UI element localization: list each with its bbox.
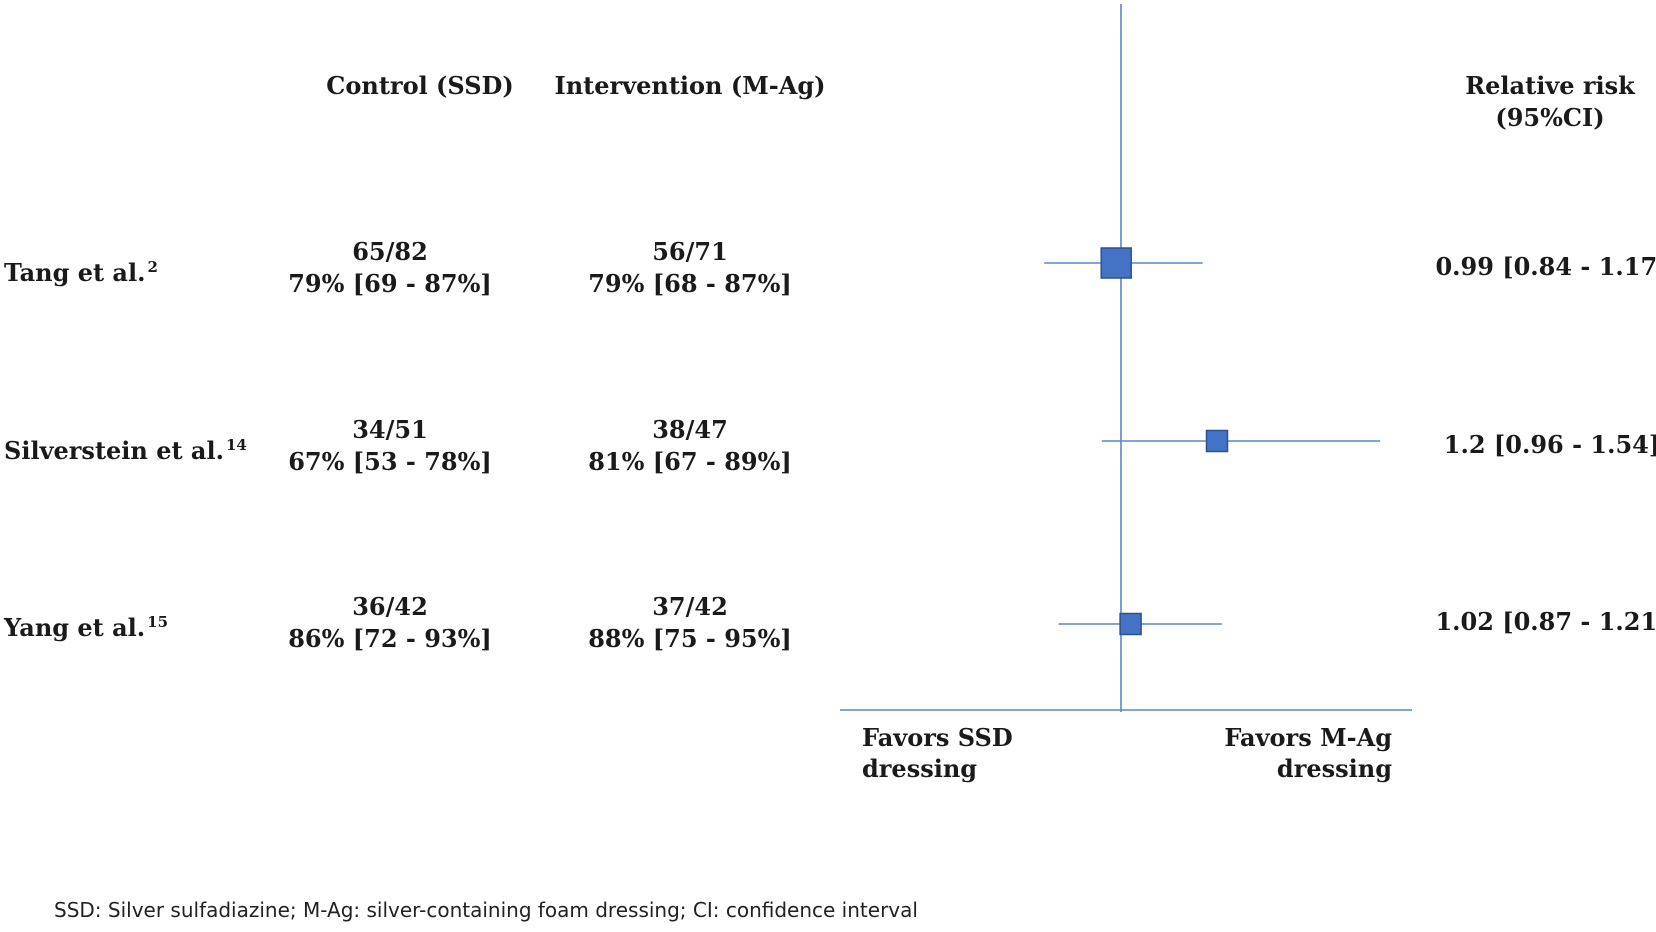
study-name: Tang et al. 2	[4, 258, 158, 287]
study-ref: 14	[225, 436, 247, 454]
control-percent: 79% [69 - 87%]	[288, 269, 492, 298]
point-estimate-marker	[1100, 247, 1132, 279]
intervention-cell: 38/47 81% [67 - 89%]	[540, 414, 840, 478]
intervention-cell: 56/71 79% [68 - 87%]	[540, 236, 840, 300]
study-ref: 15	[147, 613, 169, 631]
relative-risk-value: 1.2 [0.96 - 1.54]	[1443, 430, 1656, 459]
intervention-percent: 81% [67 - 89%]	[588, 447, 792, 476]
point-estimate-marker	[1205, 429, 1229, 453]
intervention-counts: 56/71	[652, 237, 728, 266]
control-cell: 34/51 67% [53 - 78%]	[240, 414, 540, 478]
intervention-percent: 79% [68 - 87%]	[588, 269, 792, 298]
control-percent: 86% [72 - 93%]	[288, 624, 492, 653]
control-percent: 67% [53 - 78%]	[288, 447, 492, 476]
control-cell: 36/42 86% [72 - 93%]	[240, 591, 540, 655]
header-intervention: Intervention (M-Ag)	[554, 71, 826, 100]
control-cell: 65/82 79% [69 - 87%]	[240, 236, 540, 300]
study-ref: 2	[147, 258, 158, 276]
control-counts: 36/42	[352, 592, 428, 621]
study-name: Silverstein et al. 14	[4, 436, 247, 465]
intervention-cell: 37/42 88% [75 - 95%]	[540, 591, 840, 655]
header-control: Control (SSD)	[326, 71, 514, 100]
favors-right-label: Favors M-Ag dressing	[1224, 723, 1392, 783]
header-rr-line1: Relative risk	[1465, 71, 1635, 100]
relative-risk-value: 0.99 [0.84 - 1.17]	[1435, 252, 1656, 281]
intervention-counts: 38/47	[652, 415, 728, 444]
study-name: Yang et al. 15	[4, 613, 169, 642]
relative-risk-value: 1.02 [0.87 - 1.21]	[1435, 607, 1656, 636]
control-counts: 34/51	[352, 415, 428, 444]
footnote: SSD: Silver sulfadiazine; M-Ag: silver-c…	[54, 898, 918, 922]
favors-left-label: Favors SSD dressing	[862, 723, 1013, 783]
intervention-counts: 37/42	[652, 592, 728, 621]
header-rr-line2: (95%CI)	[1495, 103, 1605, 132]
control-counts: 65/82	[352, 237, 428, 266]
header-relative-risk: Relative risk (95%CI)	[1420, 70, 1656, 134]
intervention-percent: 88% [75 - 95%]	[588, 624, 792, 653]
point-estimate-marker	[1119, 612, 1142, 636]
